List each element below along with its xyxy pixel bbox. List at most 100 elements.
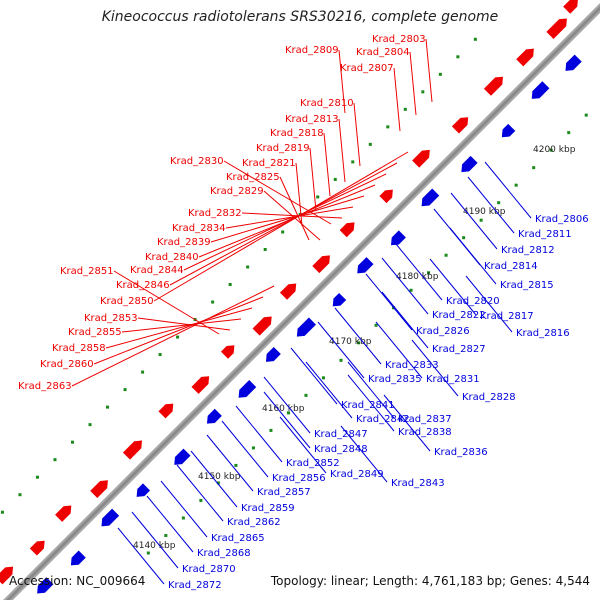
reverse-leader-line <box>383 394 431 452</box>
reverse-gene-label: Krad_2820 <box>446 296 500 307</box>
reverse-gene-label: Krad_2859 <box>241 503 295 514</box>
reverse-leader-line <box>365 273 413 331</box>
reverse-gene-10 <box>357 257 374 274</box>
reverse-leader-line <box>206 434 254 492</box>
reverse-gene-14 <box>501 123 516 138</box>
reverse-gene-label: Krad_2806 <box>535 214 589 225</box>
reverse-leader-line <box>429 258 477 316</box>
tick-dot <box>462 236 466 240</box>
forward-gene-13 <box>412 149 430 168</box>
reverse-gene-11-shape <box>391 230 406 246</box>
tick-dot <box>176 335 180 339</box>
forward-leader-line <box>338 118 346 183</box>
forward-gene-label: Krad_2850 <box>100 296 154 307</box>
genome-summary: Topology: linear; Length: 4,761,183 bp; … <box>270 574 590 588</box>
tick-dot <box>251 446 255 450</box>
forward-leader-line <box>225 206 354 229</box>
tick-dot <box>316 195 320 199</box>
reverse-gene-label: Krad_2841 <box>341 400 395 411</box>
kbp-tick-label: 4140 kbp <box>133 541 176 551</box>
reverse-leader-line <box>449 227 497 285</box>
tick-dot <box>567 131 571 135</box>
reverse-gene-label: Krad_2865 <box>211 533 265 544</box>
tick-dot <box>403 107 407 111</box>
reverse-leader-line <box>221 420 269 478</box>
reverse-gene-label: Krad_2811 <box>518 229 572 240</box>
reverse-leader-line <box>317 321 365 379</box>
forward-gene-6 <box>191 376 210 394</box>
reverse-gene-9-shape <box>332 292 347 307</box>
reverse-leader-line <box>117 527 165 585</box>
forward-gene-label: Krad_2818 <box>270 128 324 139</box>
reverse-gene-label: Krad_2828 <box>462 392 516 403</box>
reverse-gene-2-shape <box>101 508 120 527</box>
reverse-gene-5-shape <box>206 408 222 424</box>
tick-dot <box>158 353 162 357</box>
tick-dot <box>473 37 477 41</box>
tick-dot <box>427 271 431 275</box>
reverse-leader-line <box>131 511 179 569</box>
forward-gene-11 <box>339 222 355 238</box>
forward-leader-line <box>241 212 343 219</box>
forward-leader-line <box>121 318 242 333</box>
reverse-gene-12 <box>421 188 440 207</box>
forward-leader-line <box>323 132 331 197</box>
reverse-gene-label: Krad_2842 <box>356 414 410 425</box>
reverse-gene-label: Krad_2816 <box>516 328 570 339</box>
reverse-gene-label: Krad_2848 <box>314 444 368 455</box>
forward-gene-12 <box>379 189 393 204</box>
reverse-gene-label: Krad_2856 <box>272 473 326 484</box>
reverse-gene-label: Krad_2868 <box>197 548 251 559</box>
forward-gene-5-shape <box>158 403 174 419</box>
forward-leader-line <box>71 285 275 387</box>
tick-dot <box>234 463 238 467</box>
forward-gene-10-shape <box>312 255 330 274</box>
reverse-gene-4 <box>174 448 191 465</box>
forward-gene-label: Krad_2829 <box>210 186 264 197</box>
forward-gene-3 <box>90 480 108 498</box>
tick-dot <box>321 376 325 380</box>
reverse-gene-label: Krad_2814 <box>484 261 538 272</box>
kbp-tick-label: 4200 kbp <box>533 145 576 155</box>
forward-leader-line <box>393 67 401 132</box>
forward-gene-18 <box>563 0 578 14</box>
forward-gene-9 <box>279 283 297 300</box>
reverse-gene-1 <box>70 550 86 566</box>
reverse-gene-label: Krad_2826 <box>416 326 470 337</box>
map-title: Kineococcus radiotolerans SRS30216, comp… <box>101 9 499 25</box>
forward-gene-17-shape <box>546 18 567 39</box>
forward-gene-label: Krad_2844 <box>130 265 184 276</box>
tick-dot <box>35 475 39 479</box>
reverse-gene-label: Krad_2857 <box>257 487 311 498</box>
forward-gene-label: Krad_2807 <box>340 63 394 74</box>
tick-dot <box>286 411 290 415</box>
forward-gene-15-shape <box>483 76 503 96</box>
forward-gene-16 <box>516 48 534 67</box>
reverse-leader-line <box>279 416 327 474</box>
accession-label: Accession: NC_009664 <box>9 574 146 588</box>
forward-gene-10 <box>312 255 330 274</box>
reverse-leader-line <box>340 425 388 483</box>
reverse-gene-13 <box>461 155 478 173</box>
forward-gene-0-shape <box>0 566 14 585</box>
reverse-gene-6 <box>238 380 257 398</box>
reverse-gene-label: Krad_2862 <box>227 517 281 528</box>
kbp-tick-label: 4160 kbp <box>262 404 305 414</box>
forward-gene-1 <box>29 540 45 556</box>
tick-dot <box>199 498 203 502</box>
reverse-gene-15-shape <box>531 81 550 99</box>
tick-dot <box>549 148 553 152</box>
reverse-leader-line <box>467 176 515 234</box>
forward-gene-label: Krad_2830 <box>170 156 224 167</box>
forward-gene-label: Krad_2821 <box>242 158 296 169</box>
reverse-gene-14-shape <box>501 123 516 138</box>
tick-dot <box>53 458 57 462</box>
reverse-leader-line <box>450 192 498 250</box>
tick-dot <box>269 428 273 432</box>
tick-dot <box>281 230 285 234</box>
forward-gene-4 <box>122 440 143 460</box>
forward-gene-1-shape <box>29 540 45 556</box>
tick-dot <box>584 113 588 117</box>
reverse-gene-3-shape <box>136 483 151 497</box>
forward-gene-8-shape <box>252 316 272 336</box>
